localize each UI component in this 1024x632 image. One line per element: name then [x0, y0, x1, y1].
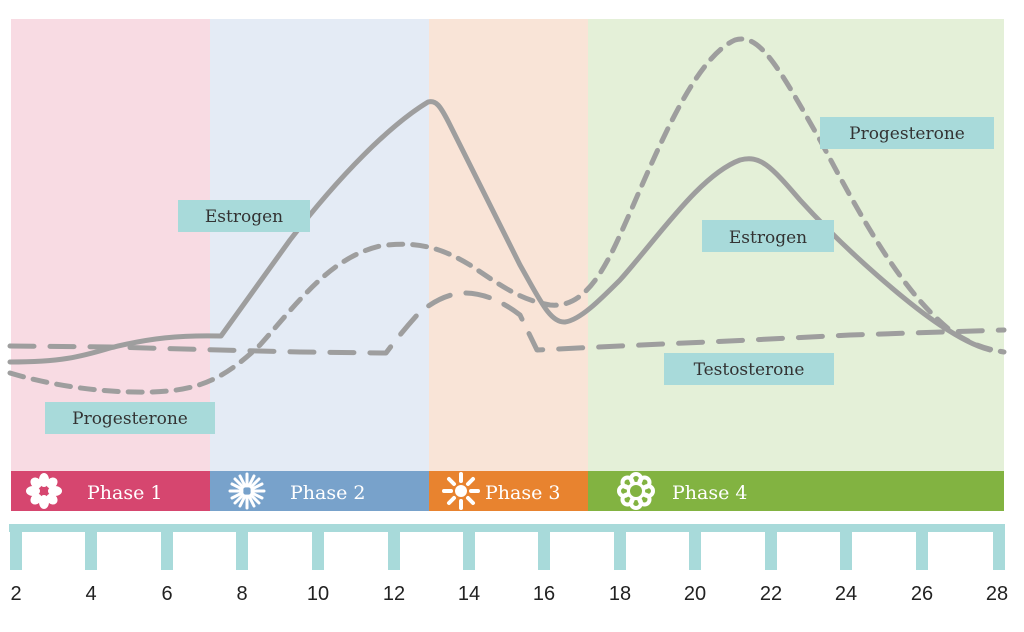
tick: [388, 524, 400, 570]
axis-bar: [9, 524, 1005, 532]
phase-1-label: Phase 1: [87, 482, 162, 504]
tick: [614, 524, 626, 570]
phase-2-label: Phase 2: [290, 482, 365, 504]
phase-1-band: Phase 1: [11, 471, 210, 511]
tick-label: 24: [835, 583, 857, 605]
tick-label: 26: [911, 583, 933, 605]
progesterone-label-2: Progesterone: [820, 117, 994, 149]
tick-label: 22: [760, 583, 782, 605]
tick: [463, 524, 475, 570]
tick-label: 12: [383, 583, 405, 605]
outline-flower-icon: [617, 472, 655, 510]
tick-label: 4: [85, 583, 96, 605]
progesterone-label-text: Progesterone: [849, 124, 965, 144]
tick-label: 8: [236, 583, 247, 605]
estrogen-label-text: Estrogen: [205, 207, 283, 227]
tick-label: 28: [986, 583, 1008, 605]
x-axis: [9, 524, 1005, 570]
progesterone-label-text: Progesterone: [72, 409, 188, 429]
tick-label: 18: [609, 583, 631, 605]
tick: [689, 524, 701, 570]
tick: [916, 524, 928, 570]
tick-label: 14: [458, 583, 480, 605]
tick: [993, 524, 1005, 570]
phase-3-label: Phase 3: [485, 482, 560, 504]
series-labels: Estrogen Progesterone Progesterone Estro…: [45, 117, 994, 434]
estrogen-label-text: Estrogen: [729, 228, 807, 248]
sun-icon: [442, 472, 480, 510]
x-axis-tick-labels: 2 4 6 8 10 12 14 16 18 20 22 24 26 28: [10, 583, 1008, 605]
tick: [538, 524, 550, 570]
tick: [10, 524, 22, 570]
estrogen-label-1: Estrogen: [178, 200, 310, 232]
phase-2-band: Phase 2: [210, 471, 429, 511]
testosterone-label: Testosterone: [664, 353, 834, 385]
testosterone-label-text: Testosterone: [694, 360, 805, 380]
tick: [312, 524, 324, 570]
progesterone-label-1: Progesterone: [45, 402, 215, 434]
tick: [236, 524, 248, 570]
phase-1-background: [11, 19, 210, 471]
tick-label: 20: [684, 583, 706, 605]
tick: [765, 524, 777, 570]
phase-4-band: Phase 4: [588, 471, 1004, 511]
phase-3-band: Phase 3: [429, 471, 588, 511]
tick-label: 10: [307, 583, 329, 605]
phase-bar: Phase 1 Phase 2: [11, 471, 1004, 511]
estrogen-curve: [7, 99, 993, 365]
estrogen-label-2: Estrogen: [702, 220, 834, 252]
curves: [7, 36, 1007, 395]
starburst-flower-icon: [228, 472, 266, 510]
phase-4-label: Phase 4: [672, 482, 747, 504]
tick-label: 2: [10, 583, 21, 605]
testosterone-curve: [7, 290, 1007, 356]
daisy-icon: [26, 473, 62, 509]
tick: [85, 524, 97, 570]
tick-label: 6: [161, 583, 172, 605]
tick: [840, 524, 852, 570]
tick: [161, 524, 173, 570]
tick-label: 16: [533, 583, 555, 605]
progesterone-curve: [7, 36, 1007, 395]
